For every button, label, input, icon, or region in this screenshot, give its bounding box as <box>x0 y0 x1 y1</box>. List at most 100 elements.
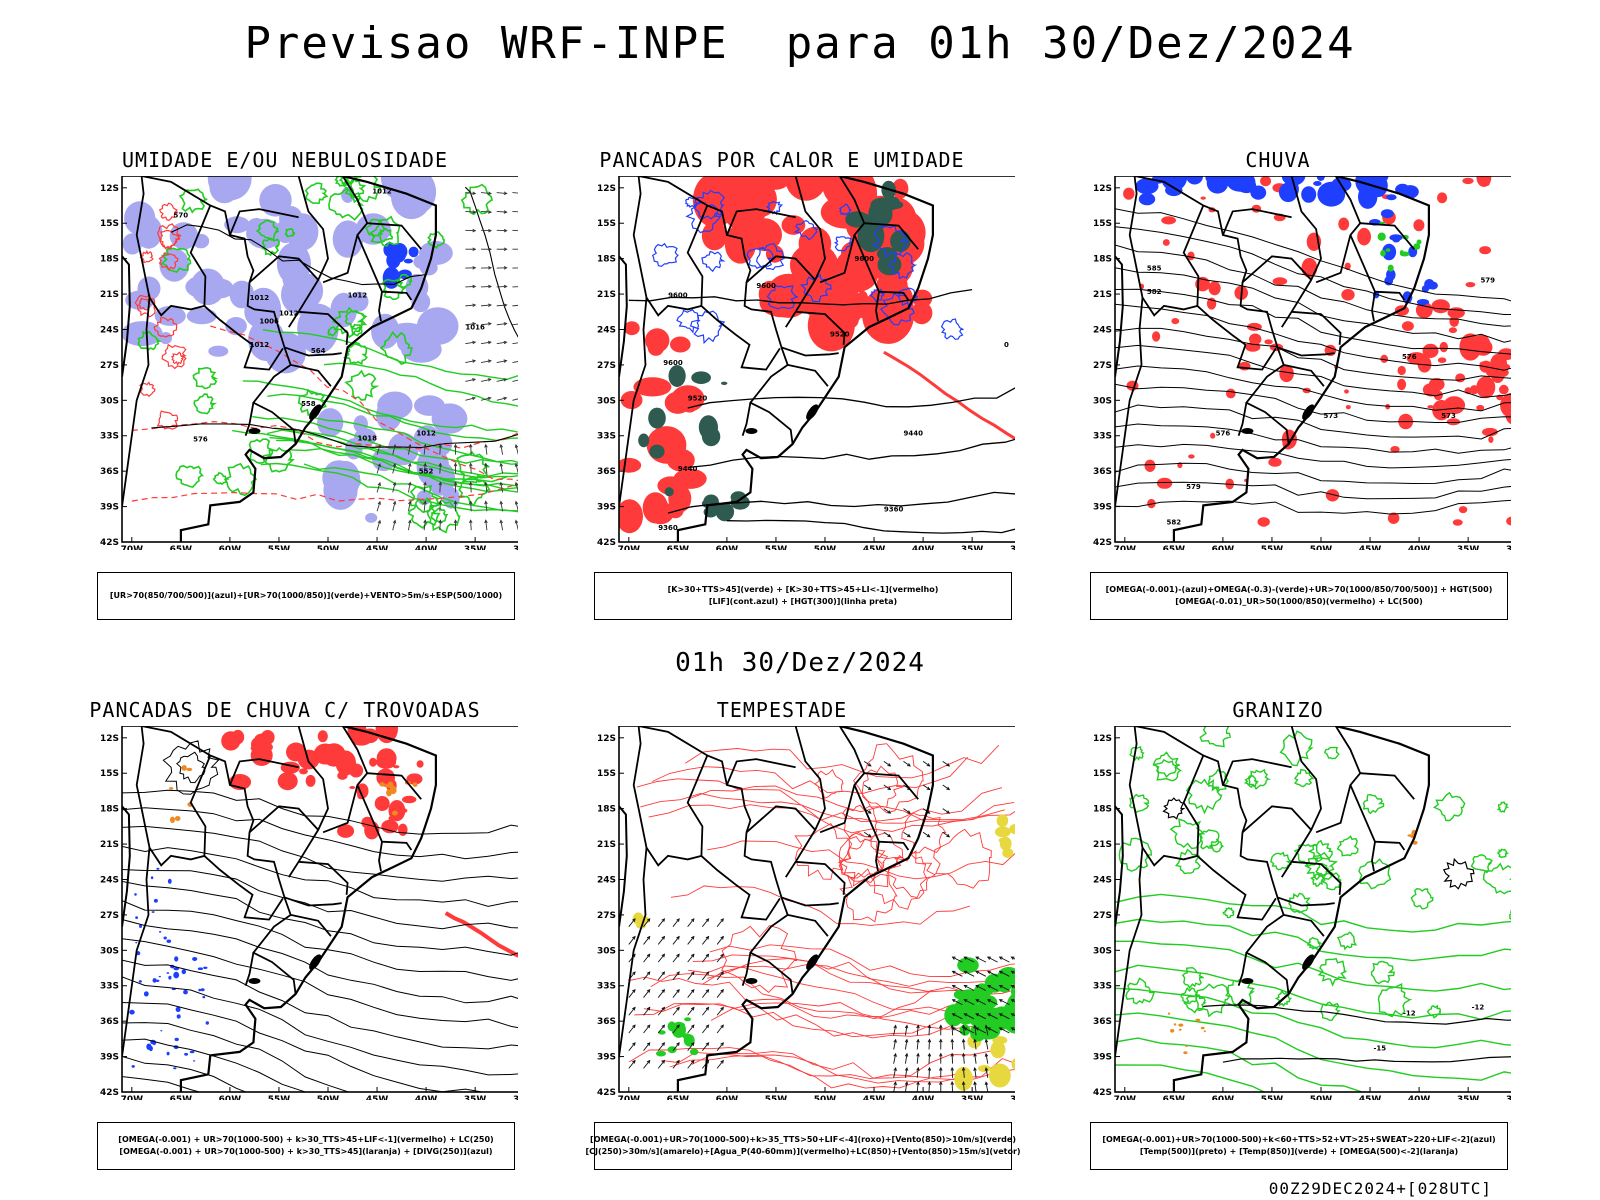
wind-vector <box>950 1024 954 1036</box>
height-contour <box>687 438 1015 469</box>
rain-green-area <box>1413 243 1421 250</box>
omega-orange-area <box>1195 1018 1201 1022</box>
storm-red-area <box>349 763 364 778</box>
wind-vector <box>939 1052 943 1064</box>
precip-water-contour <box>887 853 937 899</box>
humidity-blue-area <box>154 305 186 326</box>
omega-orange-area <box>1173 1023 1177 1026</box>
temp850-contour <box>1323 746 1340 760</box>
storm-red-area <box>254 733 273 744</box>
contour-label: 1012 <box>348 292 368 300</box>
heat-red-area <box>701 221 728 251</box>
lagoon <box>806 954 819 970</box>
contour-label: -12 <box>1403 1009 1416 1017</box>
border-line <box>290 364 332 387</box>
humidity-blue-area <box>332 220 364 258</box>
temp850-contour <box>1304 851 1339 881</box>
wind-vector <box>465 378 477 382</box>
wind-vector <box>702 971 710 981</box>
border-line <box>1237 952 1248 986</box>
lon-tick-label: 40W <box>1408 545 1431 550</box>
border-line <box>1360 772 1415 800</box>
humidity-blue-area <box>246 218 283 249</box>
lif-blue-contour <box>834 236 854 252</box>
temp850-contour <box>1125 977 1156 1005</box>
heat-red-area <box>645 328 670 353</box>
lif-blue-contour <box>701 250 726 273</box>
wind-vector <box>975 970 987 977</box>
storm-red-area <box>380 754 389 760</box>
wind-vector <box>672 1024 680 1034</box>
divergence-blue <box>189 1050 195 1054</box>
divergence-blue <box>174 1037 179 1042</box>
lat-tick-label: 24S <box>597 325 616 335</box>
storm-orange-area <box>379 782 385 787</box>
border-line <box>632 726 709 867</box>
wind-vector <box>984 1081 989 1092</box>
wind-vector <box>963 1013 975 1020</box>
lat-tick-label: 24S <box>597 875 616 885</box>
rain-blue-area <box>1135 178 1159 195</box>
wind-vector <box>998 956 1010 963</box>
wind-vector <box>963 985 975 991</box>
lif-blue-contour <box>689 310 726 345</box>
temp850-contour <box>1370 960 1395 985</box>
wind-vector <box>465 303 477 307</box>
temp850-contour <box>1199 726 1232 748</box>
temp850-contour <box>1115 918 1511 962</box>
wind-vector <box>376 519 381 531</box>
wind-vector <box>480 340 492 345</box>
panel-title: TEMPESTADE <box>716 698 848 722</box>
lif-blue-contour <box>651 242 680 268</box>
divergence-blue <box>135 916 138 919</box>
lon-tick-label: 40W <box>415 545 438 550</box>
wind-vector <box>438 519 443 531</box>
temp850-contour <box>1152 751 1181 779</box>
border-line <box>298 860 349 895</box>
wind-vector <box>716 935 724 945</box>
temp850-contour <box>1180 986 1201 1005</box>
legend-line: [OMEGA(-0.001) + UR>70(1000-500) + k>30_… <box>119 1147 493 1156</box>
rain-red-area <box>1380 354 1388 363</box>
wind-vector <box>465 284 477 289</box>
precip-water-contour <box>652 756 969 794</box>
lat-tick-label: 12S <box>597 734 616 744</box>
wind-vector <box>438 481 443 493</box>
heat-red-area <box>666 448 695 472</box>
wind-vector <box>998 970 1010 977</box>
wind-vector <box>484 481 488 493</box>
thickness-dashed-line <box>131 420 518 450</box>
legend-line: [UR>70(850/700/500)](azul)+[UR>70(1000/8… <box>109 591 503 600</box>
wind-vector <box>961 1052 966 1064</box>
wind-vector <box>465 247 477 252</box>
green-contour <box>312 416 518 465</box>
rain-red-area <box>1422 383 1440 397</box>
map-content <box>619 726 1015 1092</box>
contour-label: 1016 <box>465 323 485 331</box>
lat-tick-label: 42S <box>597 538 616 548</box>
lat-tick-label: 15S <box>597 219 616 229</box>
heat-red-area <box>911 301 933 325</box>
heat-green-area <box>703 494 719 509</box>
wind-vector <box>512 210 518 213</box>
lagoon <box>309 404 322 420</box>
storm-red-band <box>444 911 518 958</box>
geopotential-line <box>1115 208 1511 302</box>
precip-water-contour <box>853 743 924 814</box>
lat-tick-label: 18S <box>1093 255 1112 265</box>
lon-tick-label: 45W <box>366 1095 389 1100</box>
wind-vector <box>512 361 518 363</box>
storm-red-area <box>299 768 308 775</box>
temp850-contour <box>1185 778 1223 815</box>
border-line <box>1283 364 1325 387</box>
wind-vector <box>716 971 724 981</box>
isobar-line <box>464 186 518 338</box>
contour-label: 570 <box>174 211 189 219</box>
rain-red-area <box>1443 396 1466 415</box>
heat-red-area <box>619 499 643 534</box>
green-contour <box>350 323 363 337</box>
legend-box: [OMEGA(-0.001)+UR>70(1000-500)+k<60+TTS>… <box>1090 1122 1508 1170</box>
wind-vector <box>942 831 951 838</box>
omega-orange-area <box>1185 1045 1188 1047</box>
legend-line: [K>30+TTS>45](verde) + [K>30+TTS>45+LI<-… <box>667 585 939 594</box>
